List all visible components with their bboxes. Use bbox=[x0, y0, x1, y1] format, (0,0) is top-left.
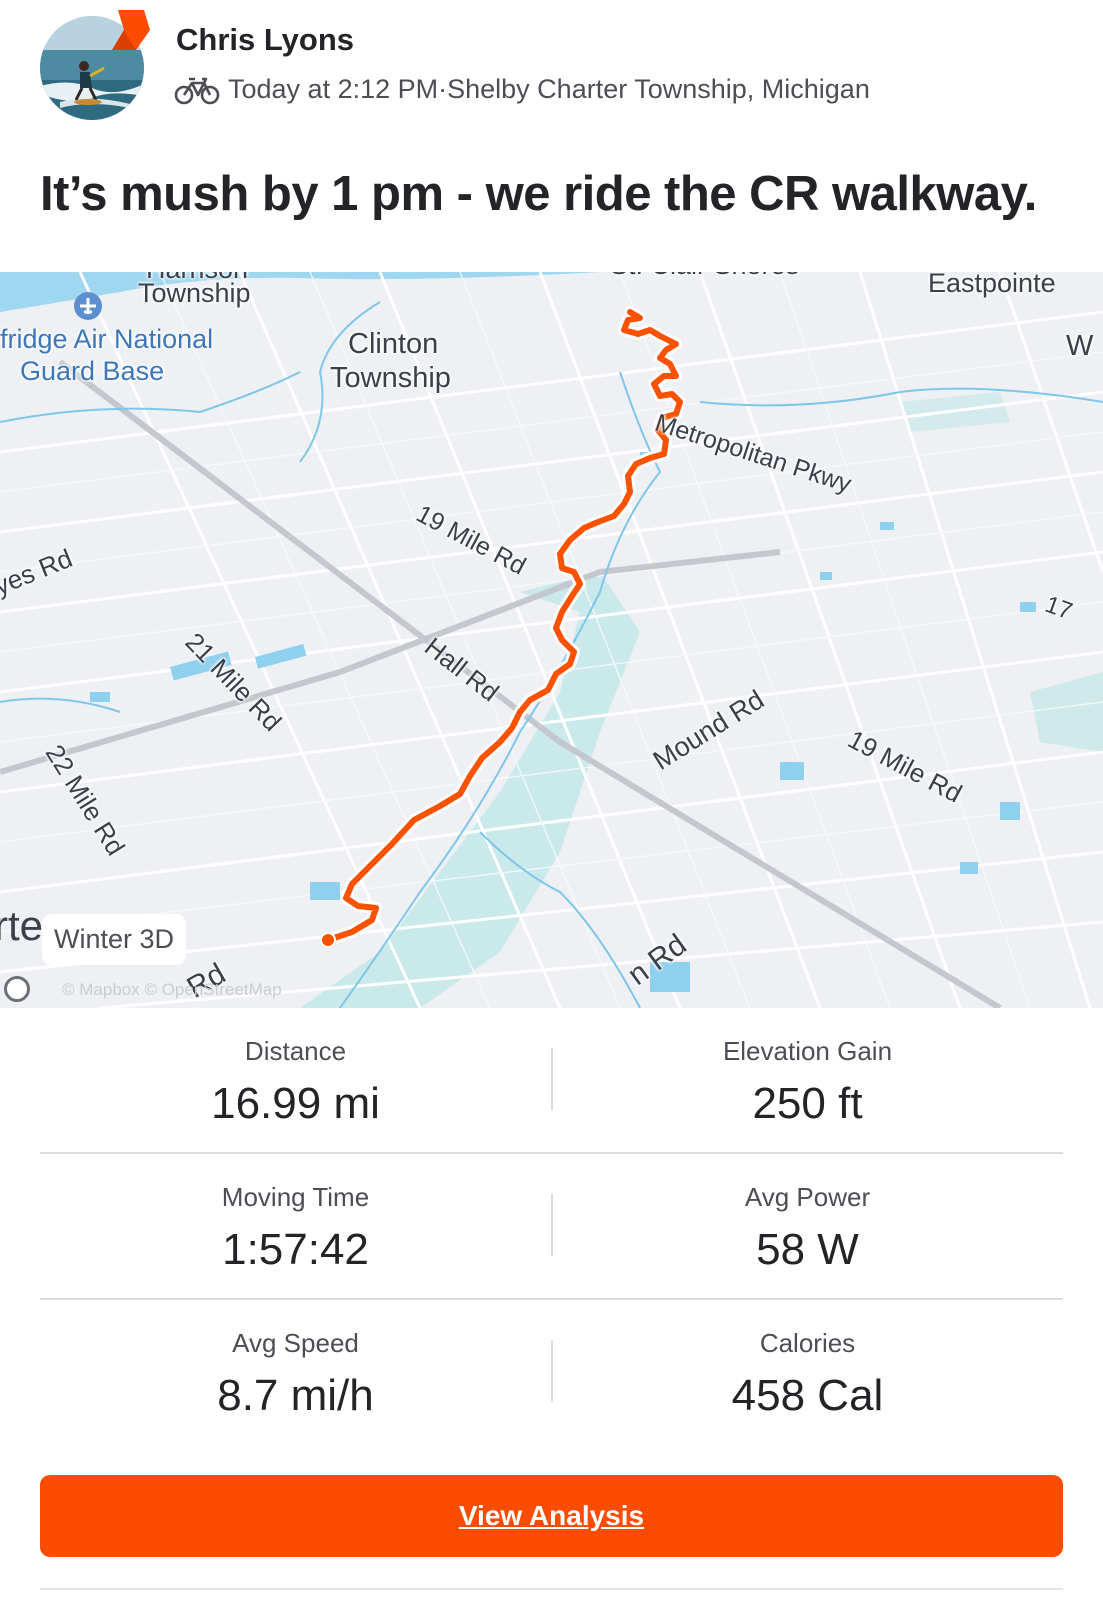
route-line bbox=[325, 309, 683, 943]
map-label-clinton-township: Township bbox=[330, 362, 451, 394]
subscriber-badge-icon bbox=[112, 10, 150, 50]
map-label-edge: rte bbox=[0, 902, 44, 949]
stat-value: 58 W bbox=[756, 1225, 859, 1274]
map-attribution[interactable]: © Mapbox © OpenStreetMap bbox=[62, 980, 282, 999]
activity-stats: Distance 16.99 mi Elevation Gain 250 ft … bbox=[40, 1008, 1063, 1446]
stat-elevation-gain: Elevation Gain 250 ft bbox=[552, 1008, 1063, 1154]
athlete-name[interactable]: Chris Lyons bbox=[176, 22, 354, 57]
activity-timestamp: Today at 2:12 PM bbox=[228, 74, 439, 104]
activity-header: Chris Lyons Today at 2:12 PM · Shelby Ch… bbox=[0, 0, 1103, 130]
stat-label: Avg Power bbox=[744, 1182, 871, 1212]
map-label-harrison: Harrison bbox=[146, 272, 248, 285]
view-analysis-label: View Analysis bbox=[458, 1500, 645, 1531]
bike-icon bbox=[174, 77, 220, 104]
ponds bbox=[90, 452, 1036, 992]
stat-label: Distance bbox=[244, 1036, 347, 1066]
airport-icon bbox=[74, 292, 102, 320]
stat-value: 8.7 mi/h bbox=[217, 1371, 374, 1420]
stat-divider bbox=[551, 1340, 553, 1402]
activity-map[interactable]: Harrison Township fridge Air National Gu… bbox=[0, 272, 1103, 1008]
activity-meta: Today at 2:12 PM · Shelby Charter Townsh… bbox=[174, 74, 870, 105]
stat-value: 250 ft bbox=[752, 1079, 863, 1128]
stat-avg-power: Avg Power 58 W bbox=[552, 1154, 1063, 1300]
map-label-township-top: Township bbox=[138, 278, 251, 308]
stat-value: 458 Cal bbox=[731, 1371, 884, 1420]
activity-location: Shelby Charter Township, Michigan bbox=[447, 74, 870, 104]
stat-avg-speed: Avg Speed 8.7 mi/h bbox=[40, 1300, 551, 1446]
map-label-eastpointe: Eastpointe bbox=[928, 272, 1056, 298]
view-analysis-button[interactable]: View Analysis bbox=[40, 1475, 1063, 1557]
highway-hall-rd bbox=[0, 549, 781, 775]
stat-calories: Calories 458 Cal bbox=[552, 1300, 1063, 1446]
map-canvas bbox=[0, 272, 1103, 1008]
mapbox-logo-icon[interactable] bbox=[4, 976, 30, 1002]
lake-st-clair bbox=[0, 272, 600, 312]
park-area-east bbox=[1030, 672, 1103, 752]
map-style-chip[interactable]: Winter 3D bbox=[42, 914, 187, 965]
stat-value: 16.99 mi bbox=[211, 1079, 380, 1128]
activity-title[interactable]: It’s mush by 1 pm - we ride the CR walkw… bbox=[40, 167, 1037, 221]
map-label-clinton: Clinton bbox=[348, 328, 439, 360]
meta-separator: · bbox=[438, 74, 448, 104]
map-label-st-clair: St. Clair Shores bbox=[610, 272, 799, 281]
route-start-marker bbox=[320, 932, 336, 948]
map-label-guard-base: Guard Base bbox=[20, 356, 165, 386]
stat-row: Moving Time 1:57:42 Avg Power 58 W bbox=[40, 1154, 1063, 1300]
stat-label: Elevation Gain bbox=[722, 1036, 893, 1066]
stat-value: 1:57:42 bbox=[222, 1225, 369, 1274]
stat-label: Calories bbox=[759, 1328, 856, 1358]
stat-distance: Distance 16.99 mi bbox=[40, 1008, 551, 1154]
stat-divider bbox=[551, 1194, 553, 1256]
road-grid bbox=[0, 272, 1103, 1008]
stat-row: Avg Speed 8.7 mi/h Calories 458 Cal bbox=[40, 1300, 1063, 1446]
highway-diagonal bbox=[58, 359, 1002, 1008]
stat-moving-time: Moving Time 1:57:42 bbox=[40, 1154, 551, 1300]
map-label-selfridge: fridge Air National bbox=[0, 324, 214, 354]
stat-label: Moving Time bbox=[221, 1182, 370, 1212]
stat-divider bbox=[551, 1048, 553, 1110]
divider bbox=[40, 1588, 1063, 1590]
map-label-w: W bbox=[1066, 330, 1094, 362]
stat-label: Avg Speed bbox=[232, 1328, 359, 1358]
stat-row: Distance 16.99 mi Elevation Gain 250 ft bbox=[40, 1008, 1063, 1154]
